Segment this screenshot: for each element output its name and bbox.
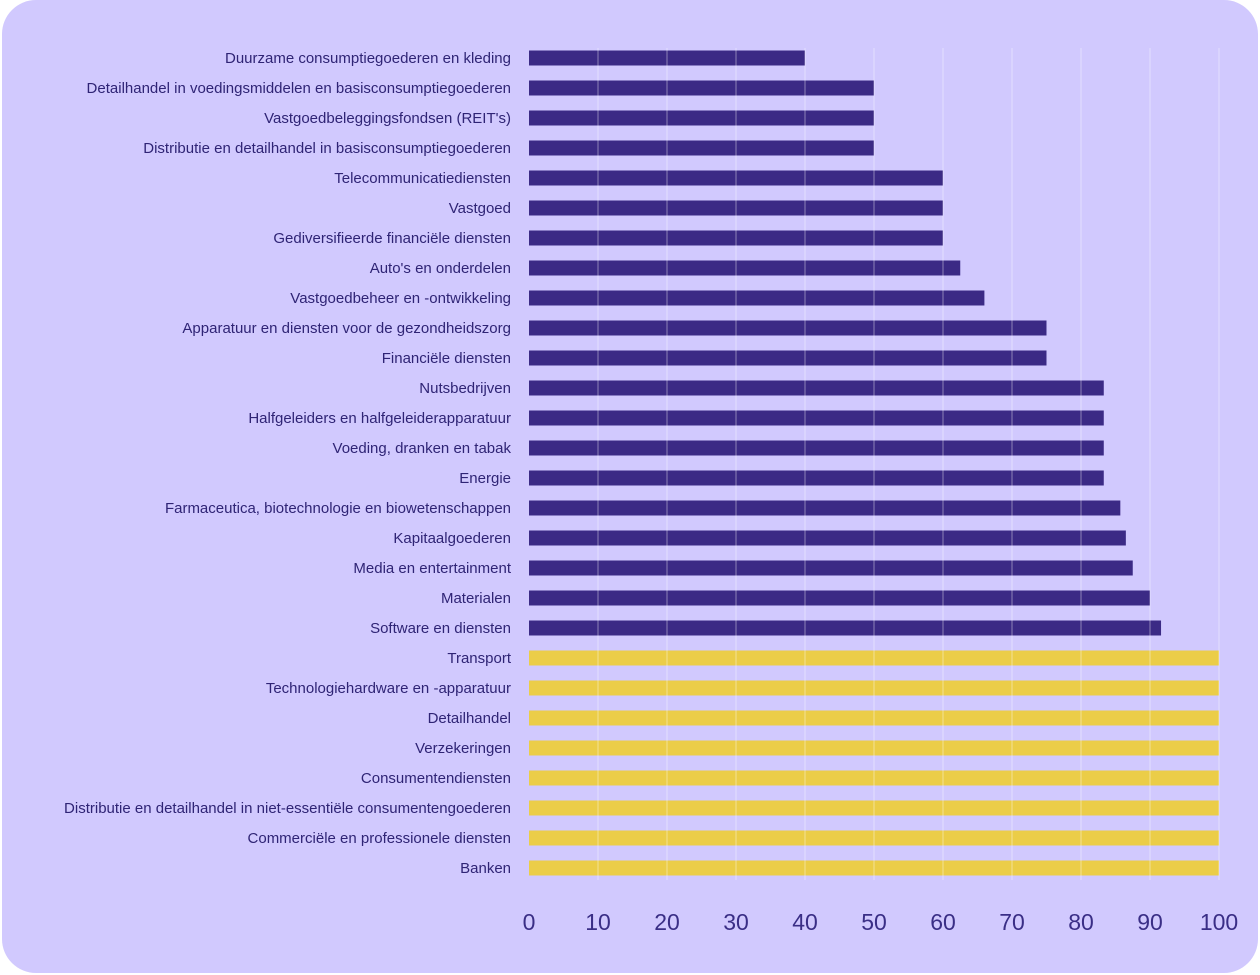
category-label: Financiële diensten — [382, 350, 511, 367]
category-label: Vastgoed — [449, 200, 511, 217]
x-tick-label: 80 — [1068, 909, 1094, 935]
category-label: Kapitaalgoederen — [393, 530, 511, 547]
x-tick-label: 90 — [1137, 909, 1163, 935]
x-tick-label: 70 — [999, 909, 1025, 935]
category-label: Media en entertainment — [353, 560, 511, 577]
bar — [529, 860, 1219, 876]
bar — [529, 470, 1104, 486]
bars — [529, 50, 1219, 876]
category-label: Energie — [459, 470, 511, 487]
category-label: Materialen — [441, 590, 511, 607]
bar — [529, 260, 961, 276]
category-label: Distributie en detailhandel in niet-esse… — [64, 800, 511, 817]
bar — [529, 380, 1104, 396]
category-label: Consumentendiensten — [361, 770, 511, 787]
x-axis-ticks: 0 10 20 30 40 50 60 70 80 90 100 — [523, 909, 1239, 935]
x-tick-label: 40 — [792, 909, 818, 935]
category-label: Apparatuur en diensten voor de gezondhei… — [182, 320, 511, 337]
bar — [529, 590, 1150, 606]
category-label: Banken — [460, 860, 511, 877]
category-label: Voeding, dranken en tabak — [333, 440, 512, 457]
bar — [529, 680, 1219, 696]
gridlines — [597, 48, 1220, 880]
category-label: Duurzame consumptiegoederen en kleding — [225, 50, 511, 67]
bar — [529, 830, 1219, 846]
bar — [529, 770, 1219, 786]
bar — [529, 110, 874, 126]
category-label: Commerciële en professionele diensten — [248, 830, 511, 847]
category-label: Farmaceutica, biotechnologie en bioweten… — [165, 500, 511, 517]
bar — [529, 170, 943, 186]
bar — [529, 140, 874, 156]
category-label: Distributie en detailhandel in basiscons… — [143, 140, 511, 157]
bar — [529, 740, 1219, 756]
x-tick-label: 10 — [585, 909, 611, 935]
category-label: Transport — [447, 650, 511, 667]
category-label: Vastgoedbeleggingsfondsen (REIT's) — [264, 110, 511, 127]
category-label: Halfgeleiders en halfgeleiderapparatuur — [248, 410, 511, 427]
bar — [529, 350, 1047, 366]
bar — [529, 200, 943, 216]
x-tick-label: 0 — [523, 909, 536, 935]
category-label: Gediversifieerde financiële diensten — [273, 230, 511, 247]
bar — [529, 290, 985, 306]
bar — [529, 320, 1047, 336]
category-label: Vastgoedbeheer en -ontwikkeling — [290, 290, 511, 307]
category-labels: Duurzame consumptiegoederen en kleding De… — [64, 50, 512, 877]
x-tick-label: 60 — [930, 909, 956, 935]
category-label: Verzekeringen — [415, 740, 511, 757]
bar — [529, 440, 1104, 456]
bar — [529, 710, 1219, 726]
category-label: Telecommunicatiediensten — [334, 170, 511, 187]
category-label: Nutsbedrijven — [419, 380, 511, 397]
category-label: Auto's en onderdelen — [370, 260, 511, 277]
category-label: Software en diensten — [370, 620, 511, 637]
category-label: Detailhandel — [428, 710, 511, 727]
x-tick-label: 100 — [1200, 909, 1238, 935]
bar — [529, 650, 1219, 666]
bar — [529, 410, 1104, 426]
x-tick-label: 50 — [861, 909, 887, 935]
bar — [529, 230, 943, 246]
bar — [529, 50, 805, 66]
bar — [529, 530, 1126, 546]
bar — [529, 500, 1121, 516]
category-label: Detailhandel in voedingsmiddelen en basi… — [87, 80, 511, 97]
category-label: Technologiehardware en -apparatuur — [266, 680, 511, 697]
bar — [529, 560, 1133, 576]
x-tick-label: 20 — [654, 909, 680, 935]
x-tick-label: 30 — [723, 909, 749, 935]
bar — [529, 620, 1162, 636]
bar — [529, 800, 1219, 816]
bar — [529, 80, 874, 96]
